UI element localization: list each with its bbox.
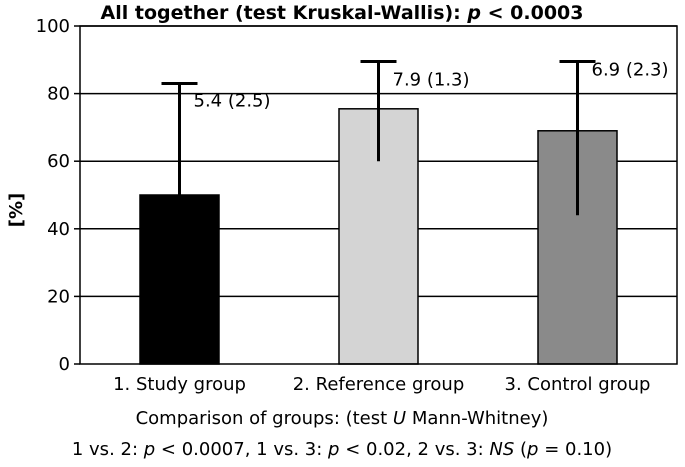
y-tick-label: 60 [47,151,70,172]
y-axis-label: [%] [6,193,27,228]
chart-title: All together (test Kruskal-Wallis): p < … [101,2,584,24]
y-tick-label: 100 [36,16,70,37]
plot-frame [79,25,678,365]
x-category-label: 1. Study group [113,374,246,395]
y-tick-label: 80 [47,84,70,105]
data-label: 5.4 (2.5) [194,90,271,111]
axes: 0 20 40 60 80 100 [36,16,678,375]
x-category-label: 2. Reference group [293,374,465,395]
labels: 5.4 (2.5) 1. Study group 7.9 (1.3) 2. Refer… [113,59,668,395]
error-bars [161,59,596,263]
y-tick-label: 40 [47,219,70,240]
footnote-line-1: Comparison of groups: (test U Mann-Whitn… [136,408,549,429]
data-label: 6.9 (2.3) [592,59,669,80]
y-tick-label: 20 [47,286,70,307]
data-label: 7.9 (1.3) [393,69,470,90]
y-tick-label: 0 [59,354,70,375]
footnote-line-2: 1 vs. 2: p < 0.0007, 1 vs. 3: p < 0.02, … [72,439,612,460]
x-category-label: 3. Control group [505,374,651,395]
